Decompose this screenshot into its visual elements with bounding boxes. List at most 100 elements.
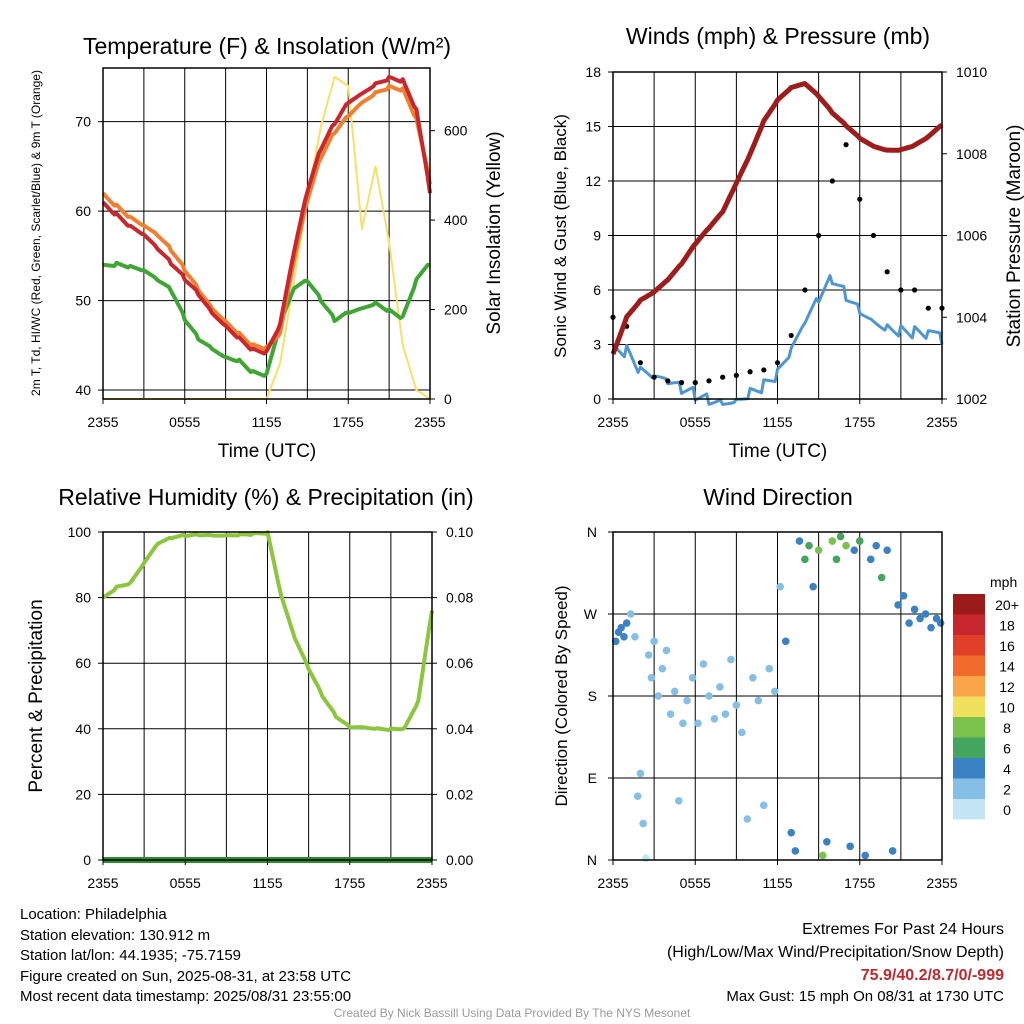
direction-point (888, 847, 897, 855)
gust-point (720, 374, 726, 380)
y-tick-label-right: 0.02 (446, 786, 473, 802)
y-tick-label-right: 200 (444, 302, 468, 318)
direction-point (842, 541, 850, 550)
direction-point (836, 532, 845, 541)
direction-point (801, 555, 809, 564)
direction-point (795, 537, 804, 545)
gust-point (665, 378, 671, 384)
y-tick-label-right: 1006 (956, 228, 987, 244)
direction-point (666, 710, 675, 719)
x-tick-label: 1155 (252, 875, 282, 891)
direction-point (866, 555, 875, 564)
wind-series (610, 81, 945, 406)
colorbar-label: 6 (1003, 741, 1011, 757)
y-tick-label: 3 (593, 337, 601, 353)
direction-point (910, 605, 919, 614)
direction-point (705, 692, 713, 700)
direction-point (776, 582, 785, 591)
x-tick-label: 1155 (762, 875, 792, 891)
series-line-9m-t (101, 83, 432, 352)
colorbar-swatch (953, 614, 985, 635)
direction-point (721, 710, 730, 719)
gust-point (774, 360, 781, 366)
colorbar-label: 10 (999, 700, 1015, 716)
direction-point (627, 610, 635, 618)
colorbar-swatch (953, 758, 985, 779)
gust-point (843, 142, 849, 148)
y-tick-label: 100 (68, 524, 92, 540)
direction-point (670, 687, 679, 696)
y-tick-label-right: 0.04 (446, 721, 473, 737)
direction-point (861, 851, 870, 860)
direction-point (633, 792, 642, 801)
direction-point (743, 815, 752, 823)
gust-point (884, 269, 890, 275)
colorbar-label: 0 (1003, 802, 1011, 818)
direction-point (679, 719, 687, 728)
gust-point (747, 369, 753, 375)
direction-point (644, 651, 653, 659)
colorbar-swatch (953, 676, 985, 697)
colorbar-swatch (953, 778, 985, 799)
x-tick-label: 2355 (597, 414, 628, 430)
direction-point (809, 582, 817, 591)
x-tick-label: 1755 (844, 875, 875, 891)
gust-point (692, 380, 698, 386)
y-tick-label: 40 (75, 382, 91, 398)
direction-point (738, 728, 746, 737)
extremes-summary: Extremes For Past 24 Hours (High/Low/Max… (667, 918, 1004, 1007)
wind-ylabel-left: Sonic Wind & Gust (Blue, Black) (551, 114, 570, 358)
y-tick-label: 80 (75, 590, 91, 606)
series-line-td (102, 260, 431, 378)
series-line-station-pressure (610, 81, 944, 355)
colorbar-swatch (953, 696, 985, 717)
wind-xlabel: Time (UTC) (729, 441, 828, 462)
direction-point (877, 573, 886, 582)
wind-ticks: 2355 0555 1155 1755 2355 0 3 6 9 12 15 18 1002 1004 10… (585, 64, 987, 430)
y-tick-label-right: 400 (444, 212, 468, 228)
direction-point (636, 769, 645, 778)
y-tick-label-right: 1010 (956, 64, 987, 80)
gust-point (637, 360, 644, 366)
x-tick-label: 2355 (926, 414, 957, 430)
direction-point (699, 660, 708, 668)
direction-point (850, 546, 859, 555)
direction-point (658, 664, 667, 673)
direction-point (818, 851, 827, 860)
direction-point (921, 610, 930, 618)
elevation-text: Station elevation: 130.912 m (20, 926, 211, 944)
direction-point (650, 637, 658, 646)
direction-point (688, 673, 697, 682)
colorbar-swatch (953, 594, 985, 615)
direction-point (622, 619, 631, 627)
direction-point (647, 673, 656, 682)
colorbar-swatch (953, 655, 985, 676)
direction-point (654, 692, 663, 700)
y-tick-label-right: 1008 (956, 146, 987, 162)
direction-point (770, 687, 779, 696)
gust-point (761, 367, 767, 373)
direction-point (823, 837, 831, 846)
direction-point (765, 664, 774, 673)
direction-point (710, 714, 719, 723)
x-tick-label: 1755 (333, 414, 364, 430)
wind-pressure-panel-title: Winds (mph) & Pressure (mb) (626, 23, 930, 49)
humidity-panel-title: Relative Humidity (%) & Precipitation (i… (58, 484, 473, 510)
x-tick-label: 2355 (87, 875, 118, 891)
direction-point (759, 801, 768, 810)
gust-point (651, 374, 657, 380)
pressure-ylabel-right: Station Pressure (Maroon) (1004, 125, 1024, 348)
direction-point (814, 546, 823, 555)
direction-point (732, 701, 741, 709)
max-gust-text: Max Gust: 15 mph On 08/31 at 1730 UTC (726, 988, 1004, 1005)
colorbar-label: 16 (999, 638, 1015, 654)
direction-point (787, 828, 796, 837)
x-tick-label: 1755 (844, 414, 875, 430)
direction-point (936, 619, 945, 627)
temperature-panel: Temperature (F) & Insolation (W/m²) 2355… (29, 33, 505, 462)
temperature-ylabel-left: 2m T, Td, HI/WC (Red, Green, Scarlet/Blu… (29, 70, 43, 396)
direction-tick-label: W (584, 606, 598, 622)
direction-point (617, 623, 626, 632)
gust-point (870, 232, 877, 239)
y-tick-label-right: 1004 (956, 309, 987, 325)
